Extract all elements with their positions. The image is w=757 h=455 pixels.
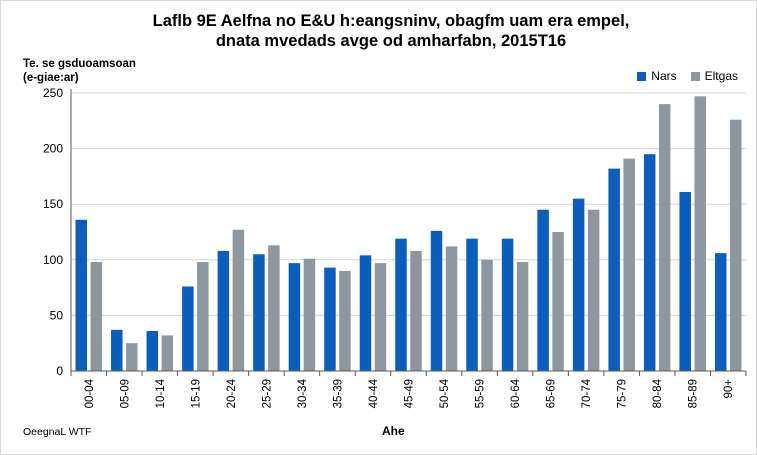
bar-series2: [161, 335, 174, 371]
bar-series1: [608, 168, 620, 371]
y-tick-label: 200: [43, 142, 63, 156]
bar-series2: [303, 258, 316, 371]
x-tick-label: 75-79: [617, 379, 629, 408]
x-tick-label: 40-44: [368, 378, 380, 408]
bar-series1: [679, 191, 691, 371]
legend-swatch-series1: [637, 71, 647, 81]
legend-label-series2: Eltgas: [704, 69, 738, 83]
bar-series1: [111, 329, 123, 371]
x-tick-label: 10-14: [155, 378, 167, 408]
x-tick-label: 20-24: [226, 378, 238, 408]
y-tick-label: 250: [43, 86, 63, 100]
bar-series1: [146, 330, 159, 371]
bar-series2: [658, 104, 671, 372]
bar-series2: [126, 343, 138, 371]
chart-title: Laflb 9E Aelfna no E&U h:eangsninv, obag…: [91, 11, 691, 51]
y-tick-label: 100: [43, 253, 63, 267]
bar-series1: [217, 250, 230, 371]
x-tick-label: 55-59: [475, 379, 487, 408]
x-tick-label: 25-29: [261, 379, 273, 408]
bar-series2: [410, 250, 422, 371]
legend: Nars Eltgas: [637, 69, 738, 83]
y-tick-label: 0: [56, 364, 63, 378]
bar-series2: [587, 209, 600, 371]
x-axis-label: Ahe: [382, 424, 405, 438]
bar-series2: [552, 232, 564, 371]
x-tick-label: 70-74: [581, 378, 593, 408]
chart-title-line2: dnata mvedads avge od amharfabn, 2015T16: [215, 32, 567, 50]
bar-series1: [324, 267, 336, 371]
y-tick-label: 50: [50, 308, 64, 322]
x-tick-label: 15-19: [190, 379, 202, 408]
bar-series2: [694, 96, 706, 371]
bar-series1: [466, 238, 478, 371]
x-tick-label: 45-49: [404, 379, 416, 408]
bar-series2: [339, 270, 351, 371]
x-tick-label: 05-09: [119, 379, 131, 408]
bar-series2: [623, 158, 635, 371]
bar-series2: [729, 119, 742, 371]
bar-series2: [481, 259, 493, 371]
bar-series1: [537, 209, 549, 371]
source-note: OeegnaL WTF: [23, 426, 92, 438]
bar-series2: [516, 262, 529, 371]
y-axis-label-line1: Te. se gsduoamsoan: [23, 58, 136, 70]
bar-series2: [197, 262, 209, 371]
x-tick-label: 80-84: [652, 378, 664, 408]
x-tick-label: 35-39: [332, 379, 344, 408]
y-tick-label: 150: [43, 197, 63, 211]
bar-series2: [374, 263, 387, 371]
bar-series1: [395, 238, 407, 371]
legend-item-series1: Nars: [637, 69, 677, 83]
x-tick-label: 85-89: [688, 379, 700, 408]
bar-series1: [714, 253, 727, 371]
bar-series2: [268, 245, 280, 371]
bar-series2: [445, 246, 458, 371]
chart-title-line1: Laflb 9E Aelfna no E&U h:eangsninv, obag…: [152, 12, 630, 30]
bar-series1: [182, 286, 194, 371]
bar-series1: [643, 154, 656, 371]
bar-series1: [501, 238, 514, 371]
x-tick-label: 90+: [723, 379, 735, 399]
x-tick-label: 65-69: [546, 379, 558, 408]
bar-series1: [572, 198, 585, 371]
x-tick-label: 60-64: [510, 378, 522, 408]
bar-series1: [75, 219, 88, 371]
bar-series2: [232, 229, 245, 371]
x-tick-label: 30-34: [297, 378, 309, 408]
bar-series1: [288, 263, 301, 371]
legend-label-series1: Nars: [651, 69, 677, 83]
bar-series1: [253, 254, 265, 371]
legend-item-series2: Eltgas: [690, 69, 738, 83]
y-axis-label-line2: (e-giae:ar): [23, 72, 79, 84]
y-axis-label: Te. se gsduoamsoan (e-giae:ar): [23, 57, 136, 85]
bar-series2: [90, 262, 103, 371]
legend-swatch-series2: [690, 71, 700, 81]
bar-series1: [359, 255, 372, 371]
bar-series1: [430, 230, 443, 371]
x-tick-label: 00-04: [84, 378, 96, 408]
x-tick-label: 50-54: [439, 378, 451, 408]
